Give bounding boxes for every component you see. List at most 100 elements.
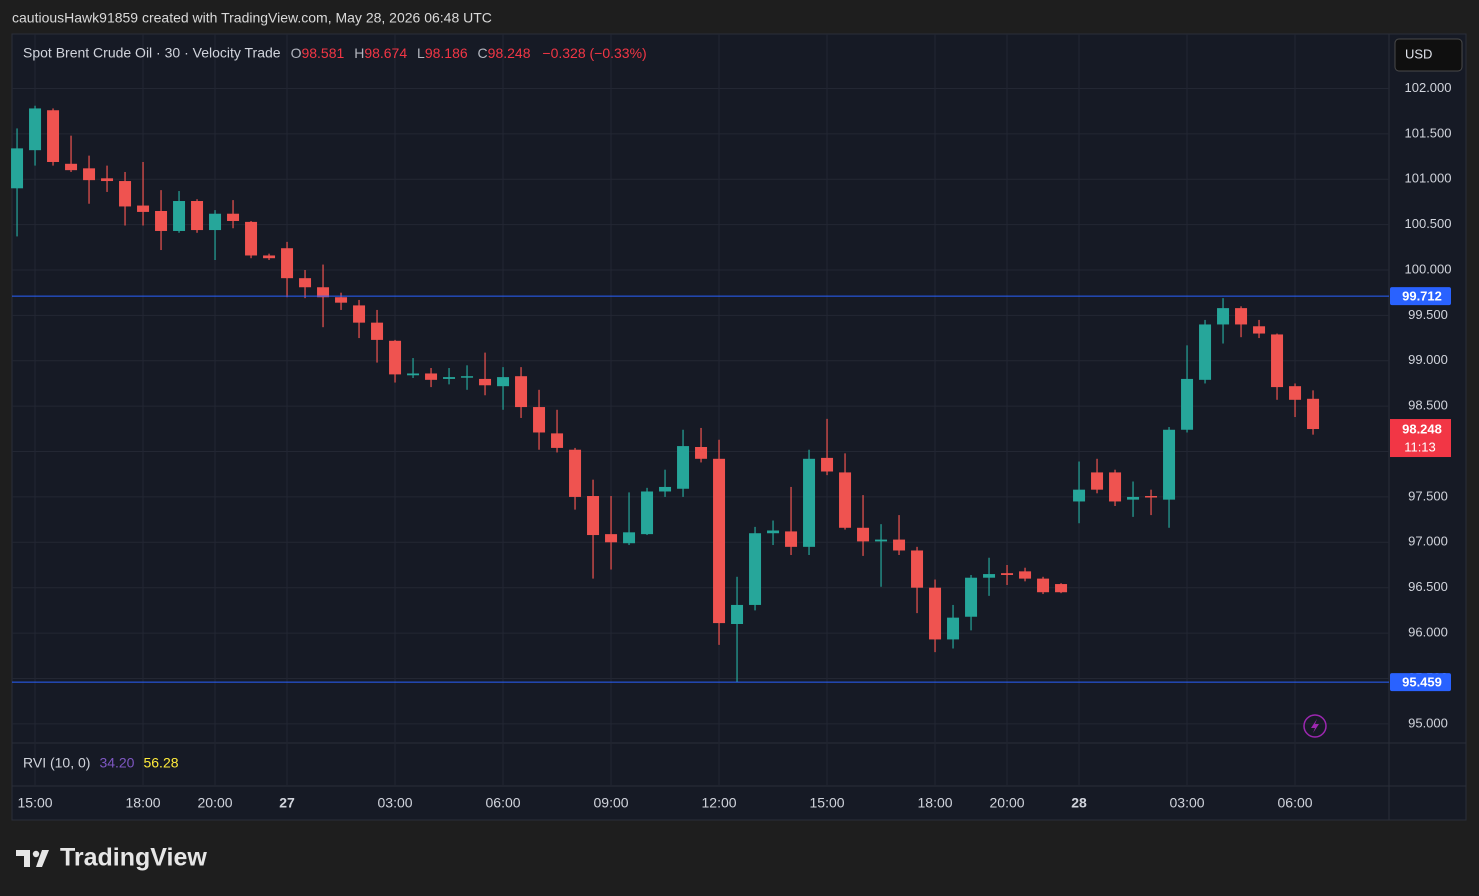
candle-body xyxy=(1055,584,1068,593)
open-value: 98.581 xyxy=(301,45,344,61)
currency-button[interactable] xyxy=(1394,38,1463,72)
candle-body xyxy=(605,534,618,543)
x-tick-label: 09:00 xyxy=(594,795,629,811)
candle-body xyxy=(767,530,780,534)
candle-body xyxy=(965,577,978,617)
x-tick-label: 20:00 xyxy=(990,795,1025,811)
candle-body xyxy=(173,201,186,231)
candle-body xyxy=(893,539,906,551)
candle-body xyxy=(389,340,402,375)
indicator-value: 56.28 xyxy=(143,755,178,771)
candle-body xyxy=(353,305,366,323)
alert-circle[interactable] xyxy=(1303,714,1327,738)
x-tick-label: 06:00 xyxy=(1278,795,1313,811)
candle-body xyxy=(929,587,942,640)
y-tick-label: 96.000 xyxy=(1408,625,1448,640)
y-tick-label: 96.500 xyxy=(1408,579,1448,594)
x-tick-label: 18:00 xyxy=(918,795,953,811)
low-value: 98.186 xyxy=(425,45,468,61)
price-tag-label: 99.712 xyxy=(1402,289,1442,304)
y-tick-label: 95.000 xyxy=(1408,715,1448,730)
candle-body xyxy=(677,446,690,489)
candle-body xyxy=(65,163,78,171)
rvi-legend: RVI (10, 0) 34.20 56.28 xyxy=(23,755,179,771)
alert-bolt[interactable] xyxy=(1311,719,1319,733)
y-tick-label: 101.500 xyxy=(1405,125,1452,140)
candle-body xyxy=(857,527,870,542)
x-tick-label: 20:00 xyxy=(198,795,233,811)
candle-body xyxy=(785,531,798,547)
y-tick-label: 99.500 xyxy=(1408,307,1448,322)
candle-body xyxy=(821,457,834,472)
candle-body xyxy=(623,532,636,544)
candle-body xyxy=(803,458,816,547)
currency[interactable]: USD xyxy=(1405,46,1432,61)
logo-text: TradingView xyxy=(60,844,207,872)
x-tick-label: 06:00 xyxy=(486,795,521,811)
candle-body xyxy=(407,373,420,376)
candle-body xyxy=(1127,496,1140,500)
candle-body xyxy=(1109,472,1122,502)
candle-body xyxy=(1199,324,1212,380)
candle-body xyxy=(1019,571,1032,579)
chart-title: Spot Brent Crude Oil · 30 · Velocity Tra… xyxy=(23,45,281,61)
candle-body xyxy=(29,108,42,151)
candle-body xyxy=(533,407,546,433)
candle-body xyxy=(659,486,672,492)
price-tag xyxy=(1390,673,1451,692)
candle-body xyxy=(299,278,312,288)
chart-panel xyxy=(11,33,1467,821)
low-label: L xyxy=(417,45,425,61)
candle-body xyxy=(551,433,564,448)
alert-icon[interactable] xyxy=(1303,714,1327,738)
candle-body xyxy=(191,201,204,231)
y-tick-label: 100.500 xyxy=(1405,216,1452,231)
last-price-label: 98.248 xyxy=(1402,421,1442,436)
indicator-name: RVI (10, 0) xyxy=(23,755,90,771)
candle-body xyxy=(1073,489,1086,502)
close-label: C xyxy=(478,45,488,61)
y-tick-label: 98.500 xyxy=(1408,398,1448,413)
candle-body xyxy=(245,221,258,256)
countdown-label: 11:13 xyxy=(1404,439,1436,454)
logo: TradingView xyxy=(16,844,207,872)
candle-body xyxy=(425,373,438,380)
y-tick-label: 101.000 xyxy=(1405,171,1452,186)
high-label: H xyxy=(354,45,364,61)
candle-body xyxy=(839,472,852,528)
overlay: 95.00095.50096.00096.50097.00097.50098.0… xyxy=(12,80,1452,811)
price-tag-label: 95.459 xyxy=(1402,675,1442,690)
candle-body xyxy=(209,213,222,231)
close-value: 98.248 xyxy=(488,45,531,61)
candle-body xyxy=(371,322,384,340)
candle-body xyxy=(227,213,240,221)
x-tick-label: 15:00 xyxy=(810,795,845,811)
candle-body xyxy=(695,447,708,459)
ohlc-legend: O98.581 H98.674 L98.186 C98.248 −0.328 (… xyxy=(291,45,647,61)
indicator-value: 34.20 xyxy=(99,755,134,771)
candle-body xyxy=(1271,334,1284,388)
candle-body xyxy=(317,287,330,298)
y-tick-label: 102.000 xyxy=(1405,80,1452,95)
candle-body xyxy=(749,533,762,605)
x-tick-label: 27 xyxy=(279,795,295,811)
y-tick-label: 99.000 xyxy=(1408,352,1448,367)
candle-body xyxy=(263,255,276,259)
candle-body xyxy=(1235,308,1248,325)
candle-body xyxy=(1163,429,1176,500)
header: cautiousHawk91859 created with TradingVi… xyxy=(12,10,492,26)
candle-body xyxy=(1001,573,1014,575)
candle-body xyxy=(947,617,960,640)
open-label: O xyxy=(291,45,302,61)
candle-body xyxy=(1091,472,1104,490)
y-tick-label: 100.000 xyxy=(1405,261,1452,276)
candle-body xyxy=(1181,378,1194,430)
candle-body xyxy=(137,205,150,212)
x-tick-label: 18:00 xyxy=(126,795,161,811)
logo-dot xyxy=(32,850,40,858)
candle-body xyxy=(1289,386,1302,400)
y-tick-label: 97.000 xyxy=(1408,534,1448,549)
logo-icon xyxy=(16,850,49,867)
